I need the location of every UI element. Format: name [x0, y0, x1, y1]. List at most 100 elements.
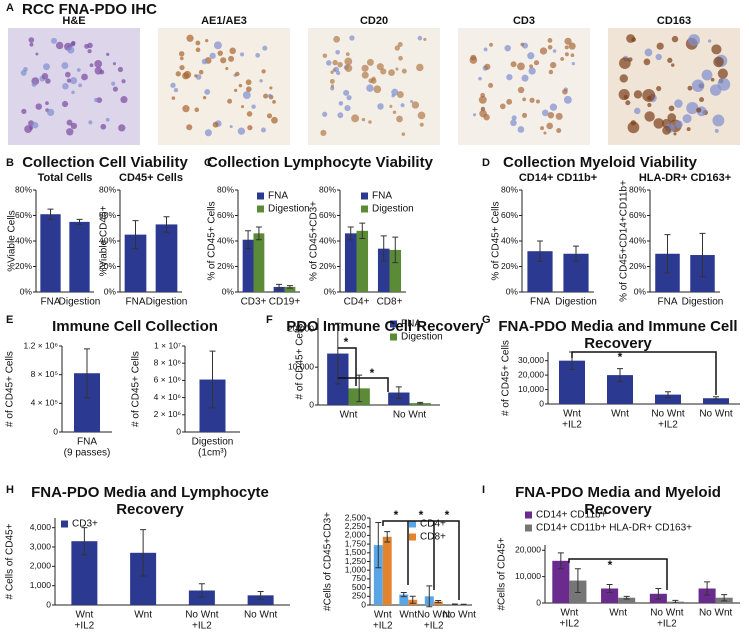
- y-tick-label: 60%: [319, 210, 336, 220]
- y-axis-label: #Cells of CD45+CD3+: [323, 512, 334, 611]
- ihc-cell: [653, 118, 664, 129]
- ihc-cell: [642, 89, 656, 102]
- ihc-cell: [229, 125, 233, 129]
- error-bar: [198, 583, 205, 598]
- ihc-cell: [175, 71, 181, 77]
- legend-label: FNA: [401, 319, 421, 330]
- ihc-cell: [46, 108, 55, 117]
- y-tick-label: 0%: [222, 286, 235, 296]
- panel-letter: C: [204, 157, 212, 169]
- ihc-cell: [322, 53, 328, 58]
- significance-star: *: [394, 508, 399, 522]
- ihc-cell: [528, 67, 536, 75]
- ihc-cell: [35, 52, 39, 56]
- error-bar: [81, 527, 88, 556]
- ihc-cell: [204, 89, 211, 95]
- error-bar: [537, 240, 543, 262]
- error-bar: [573, 245, 579, 262]
- ihc-cell: [88, 120, 93, 125]
- significance-star: *: [370, 366, 375, 380]
- x-tick-label: No Wnt: [393, 410, 427, 421]
- error-bar: [245, 230, 252, 250]
- ihc-cell: [366, 84, 374, 92]
- ihc-cell: [656, 85, 662, 92]
- ihc-cell: [631, 37, 637, 42]
- ihc-cell: [535, 99, 540, 104]
- y-tick-label: 0: [176, 426, 181, 436]
- ihc-cell: [395, 67, 399, 71]
- legend-swatch: [390, 333, 397, 341]
- error-bar: [665, 391, 671, 398]
- significance-bracket: [568, 558, 668, 590]
- ihc-cell: [417, 35, 423, 41]
- ihc-cell: [396, 115, 403, 123]
- legend-label: Digestion: [372, 204, 414, 215]
- error-bar: [451, 603, 458, 606]
- ihc-cell: [401, 132, 406, 136]
- ihc-cell: [251, 104, 256, 109]
- ihc-cell: [483, 47, 488, 52]
- ihc-cell: [121, 79, 126, 84]
- error-bar: [606, 584, 613, 593]
- ihc-cell: [400, 103, 405, 108]
- y-tick-label: 250: [352, 591, 366, 601]
- ihc-cell: [246, 111, 253, 117]
- legend-swatch: [361, 192, 368, 200]
- y-tick-label: 2,000: [345, 530, 367, 540]
- ihc-cell: [714, 128, 719, 133]
- ihc-cell: [675, 120, 683, 129]
- ihc-cell: [674, 99, 683, 108]
- ihc-cell: [366, 58, 374, 66]
- y-axis-label: # of CD45+ Cells: [131, 351, 142, 427]
- ihc-cell: [472, 113, 477, 117]
- ihc-cell: [517, 86, 525, 94]
- ihc-cell: [522, 97, 526, 102]
- error-bar: [47, 208, 54, 220]
- ihc-cell: [337, 112, 344, 119]
- ihc-cell: [212, 121, 219, 128]
- ihc-cell: [182, 105, 190, 113]
- error-bar: [395, 386, 402, 399]
- ihc-cell: [368, 120, 372, 124]
- ihc-cell: [556, 128, 562, 134]
- significance-star: *: [608, 558, 613, 572]
- y-tick-label: 20,000: [288, 324, 314, 334]
- ihc-cell: [713, 56, 724, 68]
- x-tick-label: +IL2: [658, 420, 678, 431]
- ihc-cell: [397, 41, 403, 47]
- ihc-cell: [417, 111, 426, 120]
- ihc-cell: [520, 42, 525, 47]
- ihc-cell: [391, 94, 395, 98]
- y-tick-label: 2 × 10⁶: [154, 409, 181, 419]
- x-tick-label: Wnt: [563, 409, 581, 420]
- ihc-cell: [201, 58, 208, 65]
- significance-star: *: [344, 335, 349, 349]
- y-tick-label: 20%: [99, 261, 116, 271]
- ihc-cell: [619, 74, 629, 83]
- ihc-cell: [686, 101, 699, 115]
- ihc-cell: [643, 58, 651, 66]
- ihc-cell: [240, 105, 245, 109]
- ihc-cell: [627, 57, 633, 62]
- bar: [655, 394, 681, 404]
- ihc-cell: [21, 108, 27, 114]
- error-bar: [623, 595, 630, 600]
- error-bar: [435, 599, 442, 604]
- ihc-cell: [712, 114, 725, 127]
- ihc-cell: [186, 34, 194, 42]
- y-tick-label: 60%: [629, 210, 646, 220]
- ihc-cell: [710, 77, 715, 82]
- ihc-cell: [111, 81, 116, 86]
- ihc-cell: [61, 62, 69, 70]
- error-bar: [334, 322, 341, 385]
- ihc-cell: [373, 85, 382, 94]
- ihc-cell: [392, 110, 397, 114]
- ihc-cell: [209, 52, 216, 59]
- ihc-label: CD20: [360, 15, 388, 27]
- x-tick-label: (9 passes): [64, 448, 111, 459]
- ihc-cell: [242, 91, 251, 99]
- x-tick-label: FNA: [77, 437, 97, 448]
- ihc-cell: [78, 83, 83, 88]
- chart-subtitle: CD14+ CD11b+: [519, 172, 597, 184]
- ihc-cell: [186, 124, 193, 131]
